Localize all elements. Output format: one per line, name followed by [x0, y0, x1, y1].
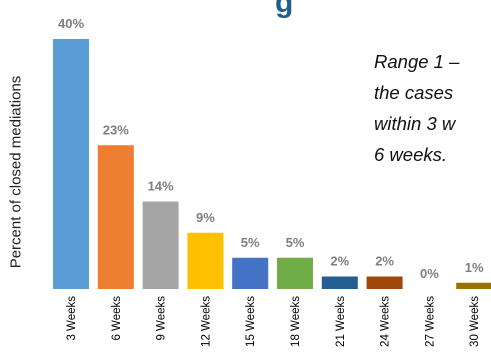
data-label-7: 2% — [330, 254, 349, 269]
bar-6 — [277, 257, 313, 289]
bar-10 — [456, 282, 491, 289]
x-tick-label-10: 30 Weeks — [469, 296, 481, 347]
data-labels-group: 40% 23% 14% 9% 5% 5% 2% 2% 0% 1% — [58, 16, 484, 281]
x-tick-label-7: 21 Weeks — [335, 296, 347, 347]
x-tick-label-1: 3 Weeks — [66, 296, 78, 341]
data-label-9: 0% — [420, 266, 439, 281]
x-tick-label-3: 9 Weeks — [156, 296, 168, 341]
data-label-6: 5% — [286, 235, 305, 250]
annotation-line-3: within 3 w — [374, 113, 456, 134]
bars-group — [53, 39, 491, 289]
data-label-3: 14% — [148, 179, 174, 194]
data-label-5: 5% — [241, 235, 260, 250]
bar-4 — [187, 232, 224, 289]
data-label-2: 23% — [103, 122, 129, 137]
annotation-line-2: the cases — [374, 82, 454, 103]
bar-8 — [366, 276, 403, 289]
bar-5 — [232, 257, 269, 289]
annotation-line-4: 6 weeks. — [374, 144, 448, 165]
x-tick-labels-group: 3 Weeks 6 Weeks 9 Weeks 12 Weeks 15 Weeks 18 … — [66, 296, 481, 347]
chart-title-fragment: g — [275, 0, 294, 19]
data-label-1: 40% — [58, 16, 84, 31]
annotation-text: Range 1 – the cases within 3 w 6 weeks. — [374, 46, 491, 170]
annotation-line-1: Range 1 – — [374, 51, 460, 72]
x-tick-label-2: 6 Weeks — [111, 296, 123, 341]
x-tick-label-4: 12 Weeks — [200, 296, 212, 347]
bar-7 — [321, 276, 358, 289]
bar-3 — [142, 201, 179, 289]
x-tick-label-8: 24 Weeks — [380, 296, 392, 347]
data-label-8: 2% — [375, 254, 394, 269]
bar-2 — [97, 145, 134, 289]
data-label-10: 1% — [465, 260, 484, 275]
x-tick-label-6: 18 Weeks — [290, 296, 302, 347]
x-tick-label-9: 27 Weeks — [424, 296, 436, 347]
bar-1 — [53, 39, 89, 289]
x-tick-label-5: 15 Weeks — [245, 296, 257, 347]
data-label-4: 9% — [196, 210, 215, 225]
